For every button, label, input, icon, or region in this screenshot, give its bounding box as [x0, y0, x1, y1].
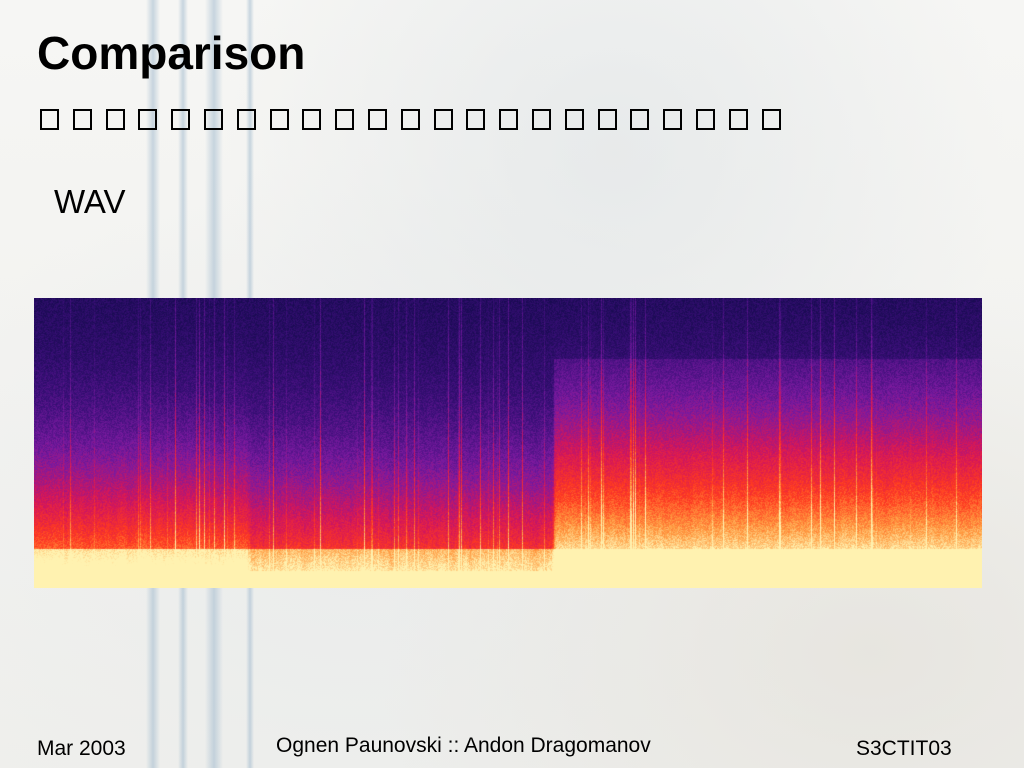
missing-glyph-box — [335, 109, 355, 130]
footer-date: Mar 2003 — [37, 737, 126, 760]
missing-glyph-box — [695, 109, 715, 130]
missing-glyph-box — [630, 109, 650, 130]
missing-glyph-box — [367, 109, 387, 130]
missing-glyph-box — [40, 109, 59, 130]
wav-spectrogram-image — [34, 298, 982, 588]
missing-glyph-box — [761, 109, 781, 130]
footer-authors: Ognen Paunovski :: Andon Dragomanov — [276, 734, 651, 757]
missing-glyph-box — [171, 109, 191, 130]
missing-glyph-box — [433, 109, 453, 130]
missing-glyph-box — [302, 109, 322, 130]
missing-glyph-box — [269, 109, 289, 130]
missing-glyph-box — [236, 109, 256, 130]
missing-glyph-box — [597, 109, 617, 130]
missing-glyph-box — [138, 109, 158, 130]
missing-glyph-box — [499, 109, 519, 130]
subtitle-missing-glyphs — [40, 104, 781, 134]
missing-glyph-box — [466, 109, 486, 130]
missing-glyph-box — [531, 109, 551, 130]
footer-code: S3CTIT03 — [856, 737, 952, 760]
missing-glyph-box — [72, 109, 92, 130]
wav-label: WAV — [54, 183, 126, 220]
missing-glyph-box — [203, 109, 223, 130]
missing-glyph-box — [105, 109, 125, 130]
missing-glyph-box — [663, 109, 683, 130]
missing-glyph-box — [564, 109, 584, 130]
slide-title: Comparison — [37, 27, 306, 79]
missing-glyph-box — [400, 109, 420, 130]
missing-glyph-box — [728, 109, 748, 130]
